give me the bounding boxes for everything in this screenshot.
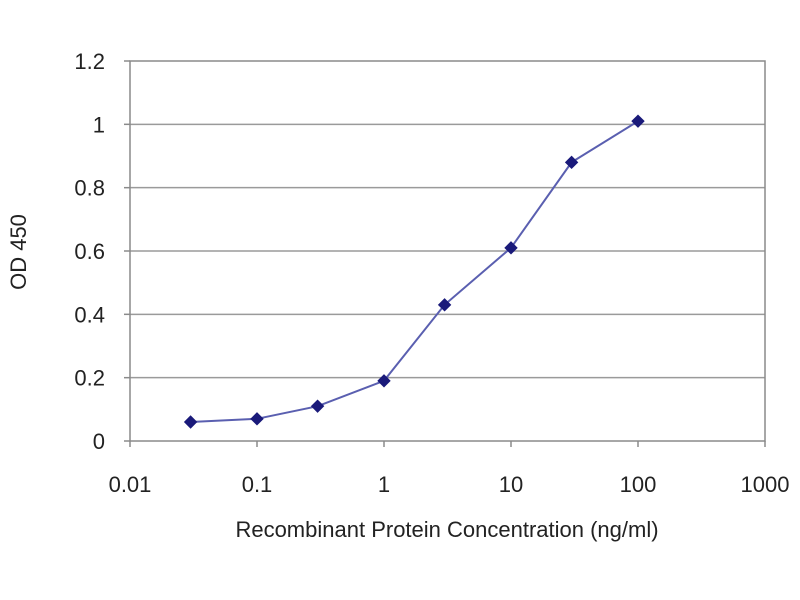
x-axis-title: Recombinant Protein Concentration (ng/ml… [235, 517, 658, 542]
y-axis-title: OD 450 [6, 214, 31, 290]
data-point-marker [377, 374, 391, 388]
y-tick-label: 1.2 [74, 49, 105, 74]
y-tick-label: 1 [93, 112, 105, 137]
data-point-marker [631, 114, 645, 128]
data-point-marker [250, 412, 264, 426]
x-tick-label: 1 [378, 472, 390, 497]
data-point-marker [564, 155, 579, 170]
x-tick-label: 0.1 [242, 472, 273, 497]
x-tick-label: 1000 [741, 472, 790, 497]
data-point-marker [183, 415, 198, 429]
y-tick-label: 0.6 [74, 239, 105, 264]
x-axis-ticks: 0.01 0.1 1 10 100 1000 [109, 441, 790, 497]
y-tick-label: 0.4 [74, 302, 105, 327]
data-point-marker [437, 298, 452, 312]
y-axis-ticks: 0 0.2 0.4 0.6 0.8 1 1.2 [74, 49, 130, 454]
y-tick-label: 0.2 [74, 366, 105, 391]
series-group [183, 114, 645, 429]
x-tick-label: 0.01 [109, 472, 152, 497]
grid-lines [130, 123, 765, 379]
y-tick-label: 0.8 [74, 176, 105, 201]
x-tick-label: 100 [620, 472, 657, 497]
x-tick-label: 10 [499, 472, 523, 497]
data-point-marker [504, 241, 518, 255]
series-line [190, 120, 639, 423]
data-point-marker [310, 399, 325, 413]
y-tick-label: 0 [93, 429, 105, 454]
